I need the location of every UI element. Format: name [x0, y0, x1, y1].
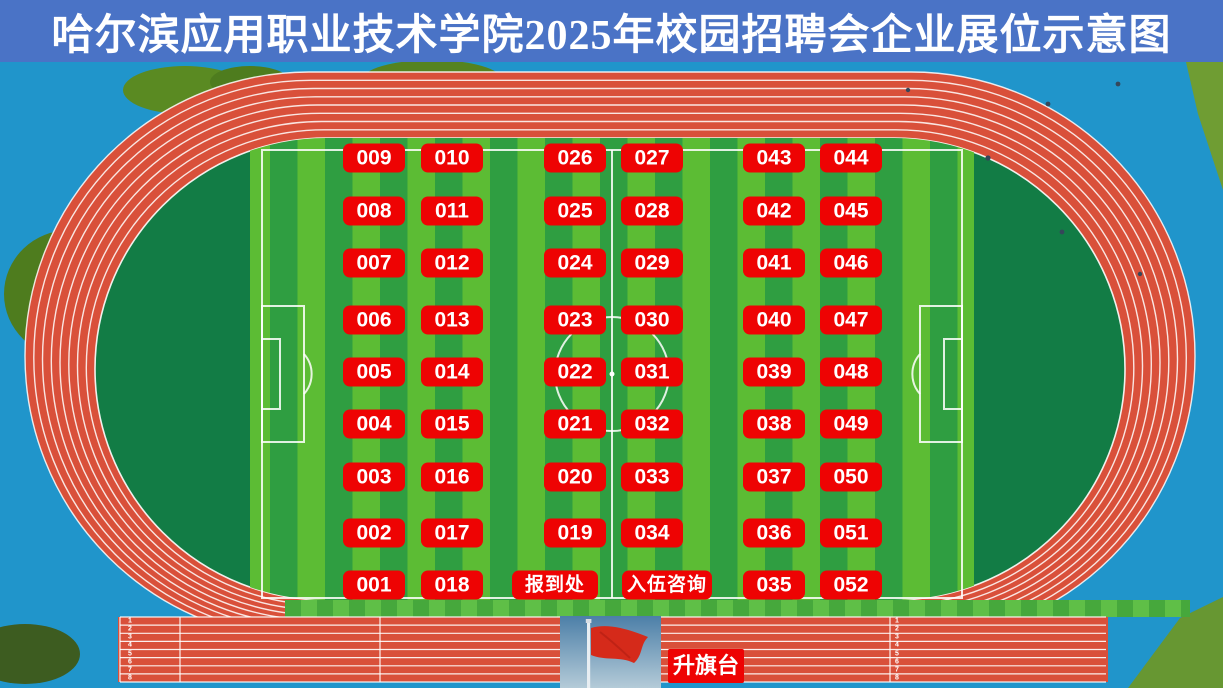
booth-label-002: 002 [343, 518, 405, 548]
lane-number: 7 [128, 666, 132, 674]
lane-number: 6 [128, 658, 132, 666]
lane-number: 6 [895, 658, 899, 666]
booth-label-017: 017 [421, 518, 483, 548]
booth-label-046: 046 [820, 248, 882, 278]
booth-label-009: 009 [343, 143, 405, 173]
booth-label-045: 045 [820, 196, 882, 226]
lane-number: 5 [128, 650, 132, 658]
flagpole [587, 621, 591, 688]
lane-number: 1 [128, 617, 132, 625]
lawn-strip [285, 600, 1190, 617]
booth-label-016: 016 [421, 462, 483, 492]
booth-label-004: 004 [343, 409, 405, 439]
booth-label-005: 005 [343, 357, 405, 387]
booth-label-024: 024 [544, 248, 606, 278]
enlistment-booth-label: 入伍咨询 [622, 570, 712, 600]
lane-number: 8 [128, 674, 132, 682]
booth-label-012: 012 [421, 248, 483, 278]
lane-number: 8 [895, 674, 899, 682]
booth-label-051: 051 [820, 518, 882, 548]
lane-number: 3 [895, 633, 899, 641]
booth-label-044: 044 [820, 143, 882, 173]
booth-label-013: 013 [421, 305, 483, 335]
booth-label-033: 033 [621, 462, 683, 492]
booth-label-006: 006 [343, 305, 405, 335]
booth-label-034: 034 [621, 518, 683, 548]
booth-label-021: 021 [544, 409, 606, 439]
booth-label-023: 023 [544, 305, 606, 335]
lane-number: 1 [895, 617, 899, 625]
booth-label-014: 014 [421, 357, 483, 387]
booth-label-001: 001 [343, 570, 405, 600]
booth-label-032: 032 [621, 409, 683, 439]
booth-label-037: 037 [743, 462, 805, 492]
booth-label-030: 030 [621, 305, 683, 335]
booth-label-025: 025 [544, 196, 606, 226]
booth-label-052: 052 [820, 570, 882, 600]
booth-label-003: 003 [343, 462, 405, 492]
booth-label-050: 050 [820, 462, 882, 492]
booth-label-036: 036 [743, 518, 805, 548]
booth-label-038: 038 [743, 409, 805, 439]
booth-label-040: 040 [743, 305, 805, 335]
booth-label-019: 019 [544, 518, 606, 548]
flag-platform-label: 升旗台 [668, 649, 744, 683]
booth-label-048: 048 [820, 357, 882, 387]
flagpole-photo [560, 616, 661, 688]
booth-label-028: 028 [621, 196, 683, 226]
booth-label-010: 010 [421, 143, 483, 173]
booth-label-035: 035 [743, 570, 805, 600]
booth-label-008: 008 [343, 196, 405, 226]
page-title: 哈尔滨应用职业技术学院2025年校园招聘会企业展位示意图 [51, 12, 1172, 59]
booth-label-015: 015 [421, 409, 483, 439]
booth-label-020: 020 [544, 462, 606, 492]
booth-label-026: 026 [544, 143, 606, 173]
booth-label-018: 018 [421, 570, 483, 600]
booth-label-011: 011 [421, 196, 483, 226]
booth-label-042: 042 [743, 196, 805, 226]
booth-label-022: 022 [544, 357, 606, 387]
booth-label-049: 049 [820, 409, 882, 439]
booth-label-007: 007 [343, 248, 405, 278]
lane-number: 3 [128, 633, 132, 641]
lane-number: 2 [128, 625, 132, 633]
booth-label-027: 027 [621, 143, 683, 173]
booth-label-043: 043 [743, 143, 805, 173]
red-flag-icon [560, 616, 661, 688]
people-dots [905, 81, 1143, 277]
booth-label-029: 029 [621, 248, 683, 278]
lane-number: 5 [895, 650, 899, 658]
lane-number: 4 [895, 641, 899, 649]
booth-label-047: 047 [820, 305, 882, 335]
checkin-booth-label: 报到处 [512, 570, 598, 600]
lane-number: 7 [895, 666, 899, 674]
lane-number: 4 [128, 641, 132, 649]
booth-label-039: 039 [743, 357, 805, 387]
lane-number: 2 [895, 625, 899, 633]
title-bar: 哈尔滨应用职业技术学院2025年校园招聘会企业展位示意图 [0, 0, 1223, 62]
booth-label-031: 031 [621, 357, 683, 387]
booth-label-041: 041 [743, 248, 805, 278]
pitch-markings [261, 149, 963, 599]
